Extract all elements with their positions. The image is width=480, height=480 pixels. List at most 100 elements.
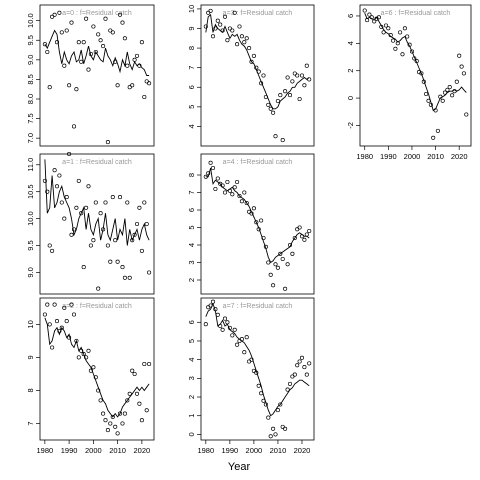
data-point	[132, 371, 137, 377]
data-point	[125, 200, 130, 205]
data-point	[127, 391, 132, 396]
data-point	[261, 398, 266, 403]
y-tick-label: 5	[187, 339, 196, 343]
panel-2: a=6 : f=Residual catch -2 0 2 4 6 1980 1990 2000…	[346, 4, 472, 161]
data-point	[393, 46, 398, 51]
fitted-line	[205, 13, 310, 110]
data-point	[71, 312, 77, 317]
data-point	[122, 36, 127, 41]
data-point	[69, 302, 74, 307]
data-point	[225, 320, 230, 325]
x-tick-label: 1980	[356, 152, 373, 161]
data-point	[69, 232, 74, 237]
data-point	[273, 134, 278, 139]
data-point	[142, 94, 147, 100]
data-point	[299, 234, 305, 239]
data-point	[273, 432, 278, 437]
panel-frame	[200, 153, 315, 295]
data-point	[256, 383, 261, 388]
data-point	[42, 178, 47, 183]
data-point	[400, 52, 405, 57]
data-point	[235, 42, 240, 47]
panel-frame	[39, 153, 155, 295]
data-point	[459, 64, 464, 69]
data-point	[426, 98, 431, 103]
y-tick-label: 4	[346, 41, 355, 45]
data-point	[235, 342, 240, 347]
data-point	[105, 428, 110, 433]
data-point	[285, 262, 290, 267]
data-point	[268, 272, 273, 277]
data-point	[222, 190, 228, 195]
data-point	[280, 138, 285, 143]
data-point	[132, 57, 137, 62]
data-point	[147, 361, 152, 367]
y-tick-label: 7.5	[26, 113, 35, 123]
data-point	[108, 28, 113, 33]
data-point	[452, 89, 457, 94]
data-point	[244, 335, 249, 340]
panel-label: a=1 : f=Residual catch	[62, 159, 132, 166]
data-point	[369, 15, 374, 20]
data-point	[203, 24, 208, 29]
data-point	[144, 221, 149, 227]
data-point	[304, 232, 309, 237]
data-point	[62, 305, 67, 310]
data-point	[110, 414, 115, 419]
data-point	[76, 355, 81, 360]
data-point	[307, 361, 312, 366]
x-tick-label: 2020	[294, 446, 311, 455]
data-point	[218, 323, 223, 329]
data-point	[287, 93, 293, 98]
data-point	[222, 316, 228, 321]
data-point	[93, 375, 98, 380]
data-point	[247, 46, 252, 51]
data-point	[283, 286, 288, 291]
data-point	[139, 418, 144, 423]
data-point	[127, 275, 132, 280]
data-point	[237, 24, 242, 29]
data-point	[237, 193, 242, 199]
data-point	[302, 83, 307, 88]
data-point	[266, 260, 271, 265]
fitted-line	[205, 167, 310, 264]
data-point	[84, 205, 89, 210]
data-point	[259, 391, 264, 396]
y-tick-label: 0	[187, 432, 196, 436]
data-point	[295, 73, 300, 78]
data-point	[297, 225, 302, 230]
data-point	[398, 30, 403, 35]
data-point	[50, 14, 55, 19]
data-point	[47, 85, 52, 90]
x-tick-label: 2010	[109, 446, 126, 455]
data-point	[304, 372, 309, 377]
data-point	[414, 59, 419, 64]
data-point	[365, 18, 370, 23]
data-point	[130, 83, 135, 88]
y-tick-label: 10.0	[26, 211, 35, 226]
data-point	[142, 361, 147, 367]
y-tick-label: 9	[26, 355, 35, 359]
data-point	[115, 259, 120, 264]
y-tick-label: -2	[346, 122, 355, 129]
x-tick-label: 2010	[427, 152, 444, 161]
data-point	[239, 199, 244, 204]
data-point	[372, 19, 377, 24]
panel-6: a=2 : f=Residual catch 7 8 9 10 1980 1990 2000 2…	[26, 297, 155, 455]
data-point	[450, 93, 455, 98]
data-point	[261, 235, 266, 241]
y-tick-label: 9.5	[26, 240, 35, 250]
data-point	[383, 23, 389, 28]
panel-grid: a=0 : f=Residual catch 7.0 7.5 8.0 8.5 9.0 9.5…	[26, 4, 472, 455]
data-point	[220, 28, 225, 33]
data-point	[227, 188, 232, 193]
data-point	[57, 10, 62, 15]
data-point	[218, 22, 223, 27]
data-point	[402, 26, 407, 31]
data-point	[79, 211, 84, 216]
data-point	[230, 333, 235, 338]
data-point	[101, 227, 106, 232]
data-point	[239, 337, 244, 342]
data-point	[103, 418, 108, 423]
y-tick-label: 9.0	[26, 55, 35, 65]
